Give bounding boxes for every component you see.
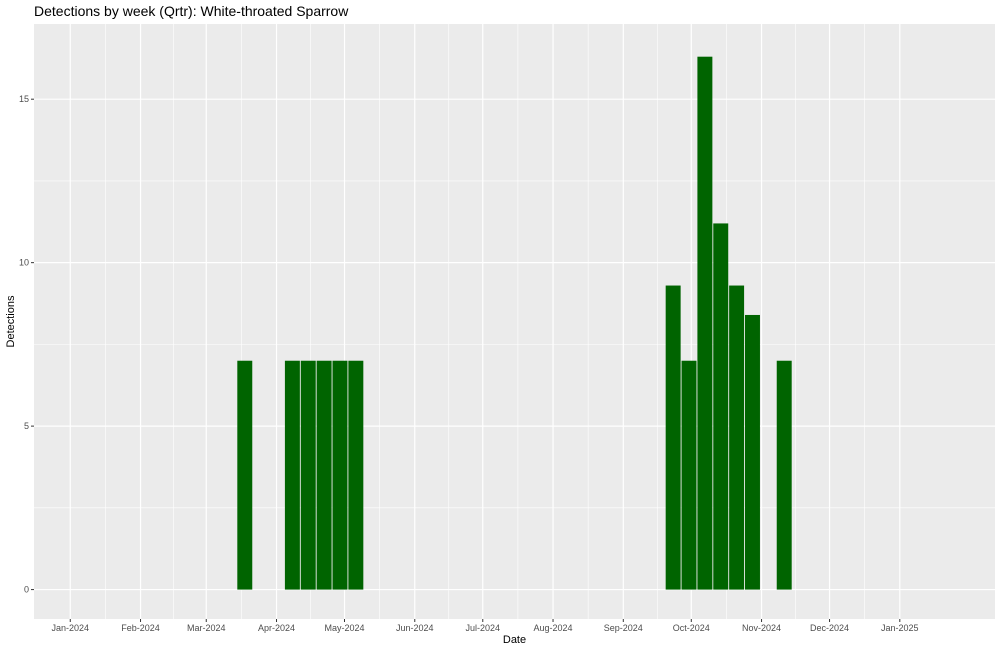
x-tick-label: Dec-2024: [810, 623, 849, 633]
x-axis-label: Date: [503, 634, 526, 646]
y-tick-label: 0: [24, 585, 29, 595]
bar: [665, 285, 681, 590]
x-tick-label: Mar-2024: [187, 623, 226, 633]
plot-panel: [34, 24, 995, 619]
x-tick-label: Jun-2024: [396, 623, 434, 633]
x-tick-label: Feb-2024: [121, 623, 160, 633]
y-axis-label: Detections: [5, 295, 17, 347]
y-tick-label: 10: [19, 258, 29, 268]
bar: [713, 223, 729, 590]
bar: [745, 314, 760, 590]
x-tick-label: Aug-2024: [534, 623, 573, 633]
x-tick-label: Nov-2024: [742, 623, 781, 633]
x-tick-label: May-2024: [324, 623, 364, 633]
bar: [697, 56, 713, 590]
x-tick-label: Jul-2024: [466, 623, 501, 633]
bar: [300, 360, 316, 590]
bar: [316, 360, 332, 590]
bar: [681, 360, 697, 590]
bar: [729, 285, 745, 590]
x-tick-label: Sep-2024: [604, 623, 643, 633]
bar: [776, 360, 792, 590]
bar: [284, 360, 300, 590]
y-tick-label: 5: [24, 421, 29, 431]
chart-title: Detections by week (Qrtr): White-throate…: [34, 3, 349, 19]
bar: [348, 360, 364, 590]
bar-series: [237, 56, 792, 590]
bar: [237, 360, 253, 590]
x-tick-label: Jan-2024: [51, 623, 89, 633]
x-tick-label: Jan-2025: [881, 623, 919, 633]
x-tick-label: Apr-2024: [258, 623, 295, 633]
bar: [332, 360, 348, 590]
x-tick-label: Oct-2024: [673, 623, 710, 633]
axes: 0 5 10 15 Jan-2024 Feb-2024 Mar-2024 Apr-2024 Ma…: [19, 94, 919, 633]
y-tick-label: 15: [19, 94, 29, 104]
